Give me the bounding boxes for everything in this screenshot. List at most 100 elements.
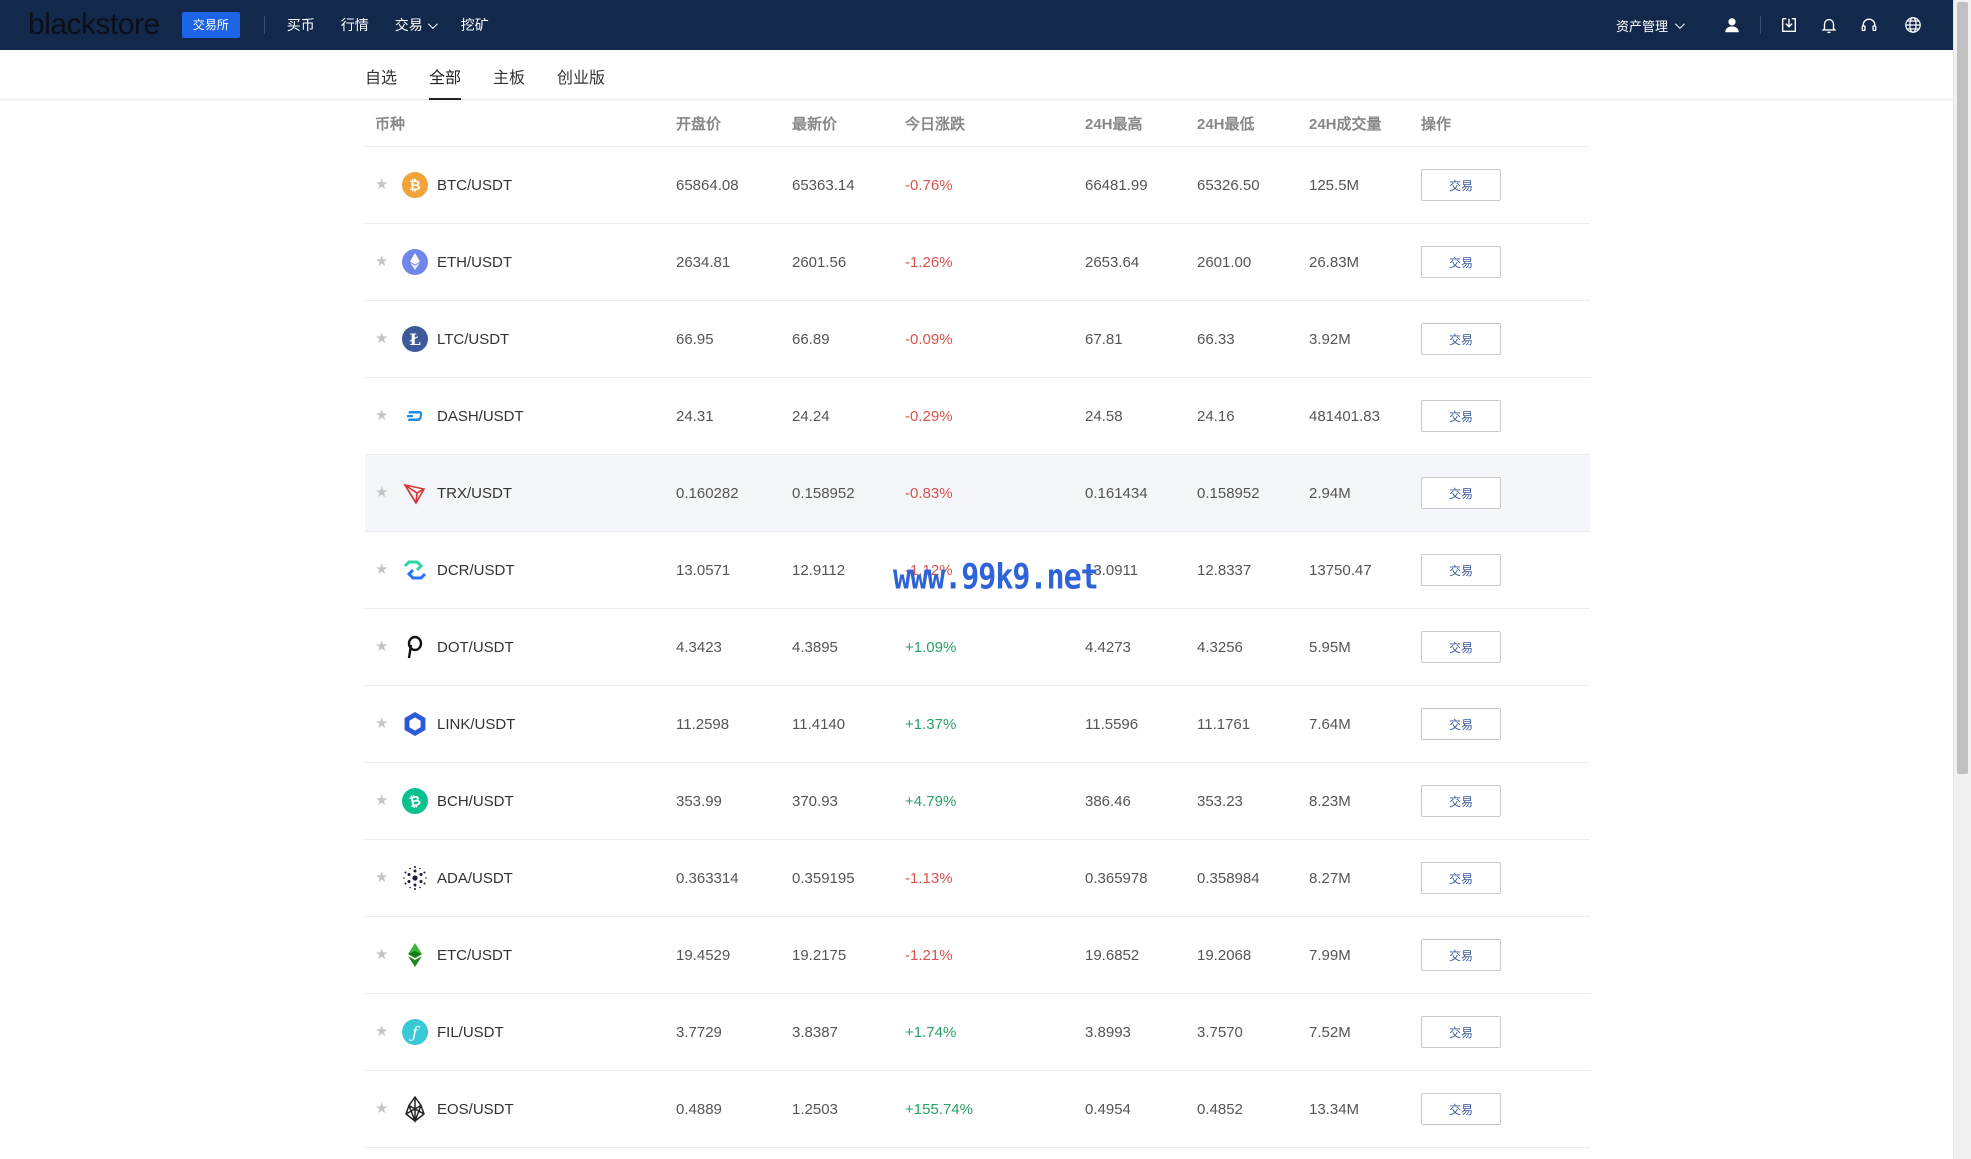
- table-row[interactable]: ★ ADA/USDT 0.363314 0.359195 -1.13% 0.365978 0…: [365, 840, 1590, 917]
- table-row[interactable]: ★ LINK/USDT 11.2598 11.4140 +1.37% 11.5596 11.…: [365, 686, 1590, 763]
- headset-icon[interactable]: [1859, 15, 1879, 35]
- star-icon[interactable]: ★: [375, 946, 389, 963]
- header-volume[interactable]: 24H成交量: [1309, 116, 1382, 133]
- nav-item-mining[interactable]: 挖矿: [460, 17, 489, 33]
- table-row[interactable]: ★ ₿ BTC/USDT 65864.08 65363.14 -0.76% 66481.99…: [365, 147, 1590, 224]
- pair-name[interactable]: DOT/USDT: [437, 638, 514, 656]
- star-icon[interactable]: ★: [375, 561, 389, 578]
- nav-item-buy-coin[interactable]: 买币: [286, 17, 315, 33]
- pair-name[interactable]: ADA/USDT: [437, 869, 513, 887]
- star-icon[interactable]: ★: [375, 484, 389, 501]
- star-icon[interactable]: ★: [375, 638, 389, 655]
- high-price: 13.0911: [1085, 561, 1139, 579]
- exchange-badge[interactable]: 交易所: [181, 12, 240, 38]
- change-percent: +4.79%: [905, 792, 957, 810]
- action-cell: 交易: [1421, 708, 1590, 740]
- trade-button[interactable]: 交易: [1421, 862, 1501, 894]
- open-price: 19.4529: [676, 946, 731, 964]
- last-price: 370.93: [792, 792, 838, 810]
- low-price: 66.33: [1197, 330, 1235, 348]
- trade-button[interactable]: 交易: [1421, 400, 1501, 432]
- svg-text:Ł: Ł: [409, 330, 421, 349]
- star-icon[interactable]: ★: [375, 1100, 389, 1117]
- trade-button[interactable]: 交易: [1421, 1093, 1501, 1125]
- table-row[interactable]: ★ Ł LTC/USDT 66.95 66.89 -0.09% 67.81 66.33 3.92…: [365, 301, 1590, 378]
- table-row[interactable]: ★ ETH/USDT 2634.81 2601.56 -1.26% 2653.64 2601…: [365, 224, 1590, 301]
- pair-name[interactable]: DCR/USDT: [437, 561, 515, 579]
- volume: 8.27M: [1309, 869, 1351, 887]
- trade-button[interactable]: 交易: [1421, 785, 1501, 817]
- pair-name[interactable]: ETH/USDT: [437, 253, 512, 271]
- trade-button[interactable]: 交易: [1421, 631, 1501, 663]
- table-row[interactable]: ★ DASH/USDT 24.31 24.24 -0.29% 24.58 24.16 4814…: [365, 378, 1590, 455]
- header-last[interactable]: 最新价: [792, 116, 838, 133]
- pair-cell: ★ LINK/USDT: [365, 710, 676, 738]
- table-header: 币种 开盘价 最新价 今日涨跌 24H最高 24H最低 24H成交量 操作: [365, 101, 1590, 147]
- open-price: 2634.81: [676, 253, 731, 271]
- pair-name[interactable]: BTC/USDT: [437, 176, 512, 194]
- bell-icon[interactable]: [1819, 15, 1839, 35]
- star-icon[interactable]: ★: [375, 176, 389, 193]
- tab-main-board[interactable]: 主板: [493, 70, 526, 87]
- header-open[interactable]: 开盘价: [676, 116, 722, 133]
- star-icon[interactable]: ★: [375, 792, 389, 809]
- trade-button[interactable]: 交易: [1421, 708, 1501, 740]
- trade-button[interactable]: 交易: [1421, 1016, 1501, 1048]
- pair-cell: ★ TRX/USDT: [365, 479, 676, 507]
- table-row[interactable]: ★ DCR/USDT 13.0571 12.9112 -1.12% 13.0911 12.8…: [365, 532, 1590, 609]
- table-row[interactable]: ★ EOS/USDT 0.4889 1.2503 +155.74% 0.4954 0.485…: [365, 1071, 1590, 1148]
- nav-item-trade[interactable]: 交易: [395, 15, 438, 35]
- table-row[interactable]: ★ ETC/USDT 19.4529 19.2175 -1.21% 19.6852 19.2…: [365, 917, 1590, 994]
- table-row[interactable]: ★ TRX/USDT 0.160282 0.158952 -0.83% 0.161434 0…: [365, 455, 1590, 532]
- trade-button[interactable]: 交易: [1421, 554, 1501, 586]
- pair-cell: ★ DASH/USDT: [365, 402, 676, 430]
- action-cell: 交易: [1421, 554, 1590, 586]
- scrollbar-thumb[interactable]: [1957, 2, 1968, 774]
- tab-growth-board[interactable]: 创业版: [557, 70, 606, 87]
- pair-name[interactable]: LTC/USDT: [437, 330, 510, 348]
- nav-item-market[interactable]: 行情: [340, 17, 369, 33]
- header-high[interactable]: 24H最高: [1085, 116, 1143, 133]
- star-icon[interactable]: ★: [375, 253, 389, 270]
- volume: 26.83M: [1309, 253, 1360, 271]
- header-low[interactable]: 24H最低: [1197, 116, 1255, 133]
- pair-name[interactable]: ETC/USDT: [437, 946, 512, 964]
- change-percent: -0.76%: [905, 176, 953, 194]
- asset-management-menu[interactable]: 资产管理: [1616, 16, 1685, 35]
- pair-name[interactable]: BCH/USDT: [437, 792, 514, 810]
- pair-cell: ★ ADA/USDT: [365, 864, 676, 892]
- trade-button[interactable]: 交易: [1421, 169, 1501, 201]
- change-percent: -0.83%: [905, 484, 953, 502]
- pair-name[interactable]: FIL/USDT: [437, 1023, 504, 1041]
- volume: 13750.47: [1309, 561, 1372, 579]
- brand-logo[interactable]: blackstore: [28, 8, 160, 41]
- star-icon[interactable]: ★: [375, 869, 389, 886]
- tab-all[interactable]: 全部: [429, 64, 462, 100]
- trade-button[interactable]: 交易: [1421, 246, 1501, 278]
- globe-icon[interactable]: [1903, 15, 1923, 35]
- trade-button[interactable]: 交易: [1421, 323, 1501, 355]
- star-icon[interactable]: ★: [375, 715, 389, 732]
- trade-button[interactable]: 交易: [1421, 477, 1501, 509]
- eth-icon: [401, 248, 429, 276]
- vertical-scrollbar[interactable]: [1953, 0, 1971, 1159]
- star-icon[interactable]: ★: [375, 407, 389, 424]
- header-change[interactable]: 今日涨跌: [905, 116, 966, 133]
- table-row[interactable]: ★ ƒ FIL/USDT 3.7729 3.8387 +1.74% 3.8993 3.7570…: [365, 994, 1590, 1071]
- tab-favorites[interactable]: 自选: [365, 70, 398, 87]
- trade-button[interactable]: 交易: [1421, 939, 1501, 971]
- pair-name[interactable]: TRX/USDT: [437, 484, 512, 502]
- table-row[interactable]: ★ DOT/USDT 4.3423 4.3895 +1.09% 4.4273 4.3256 5…: [365, 609, 1590, 686]
- action-cell: 交易: [1421, 169, 1590, 201]
- star-icon[interactable]: ★: [375, 330, 389, 347]
- table-row[interactable]: ★ ₿ BCH/USDT 353.99 370.93 +4.79% 386.46 353.23…: [365, 763, 1590, 840]
- download-icon[interactable]: [1779, 15, 1799, 35]
- pair-name[interactable]: LINK/USDT: [437, 715, 516, 733]
- star-icon[interactable]: ★: [375, 1023, 389, 1040]
- user-icon[interactable]: [1722, 15, 1742, 35]
- last-price: 19.2175: [792, 946, 847, 964]
- pair-name[interactable]: DASH/USDT: [437, 407, 524, 425]
- header-pair[interactable]: 币种: [375, 116, 406, 133]
- pair-name[interactable]: EOS/USDT: [437, 1100, 514, 1118]
- high-price: 66481.99: [1085, 176, 1148, 194]
